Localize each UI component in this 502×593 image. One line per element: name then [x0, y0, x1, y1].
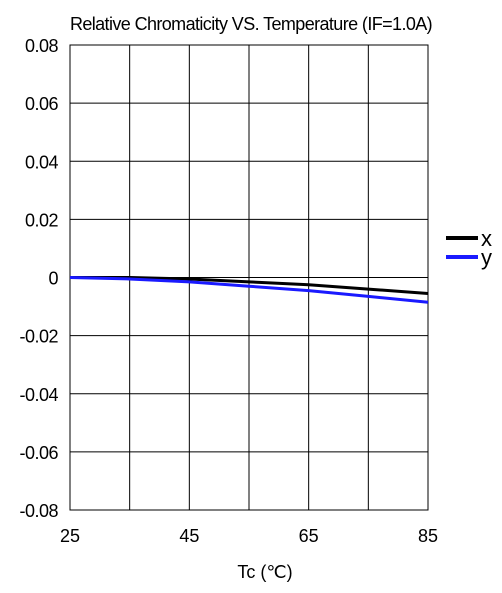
y-tick-label: -0.06: [19, 443, 58, 463]
legend-label-y: y: [481, 245, 492, 270]
x-axis-label: Tc (℃): [237, 562, 293, 582]
y-tick-label: 0: [48, 269, 58, 289]
chart-title: Relative Chromaticity VS. Temperature (I…: [69, 14, 433, 34]
y-tick-label: -0.08: [19, 501, 58, 521]
y-tick-label: 0.04: [25, 152, 59, 172]
x-tick-label: 45: [179, 526, 199, 546]
x-tick-label: 65: [299, 526, 319, 546]
y-tick-label: 0.06: [25, 94, 59, 114]
legend-label-x: x: [481, 226, 492, 251]
y-tick-label: -0.02: [19, 327, 58, 347]
series-line-y: [69, 276, 429, 304]
y-tick-label: 0.02: [25, 210, 59, 230]
x-tick-label: 25: [60, 526, 80, 546]
y-tick-label: 0.08: [25, 36, 59, 56]
y-tick-label: -0.04: [19, 385, 58, 405]
x-tick-label: 85: [418, 526, 438, 546]
